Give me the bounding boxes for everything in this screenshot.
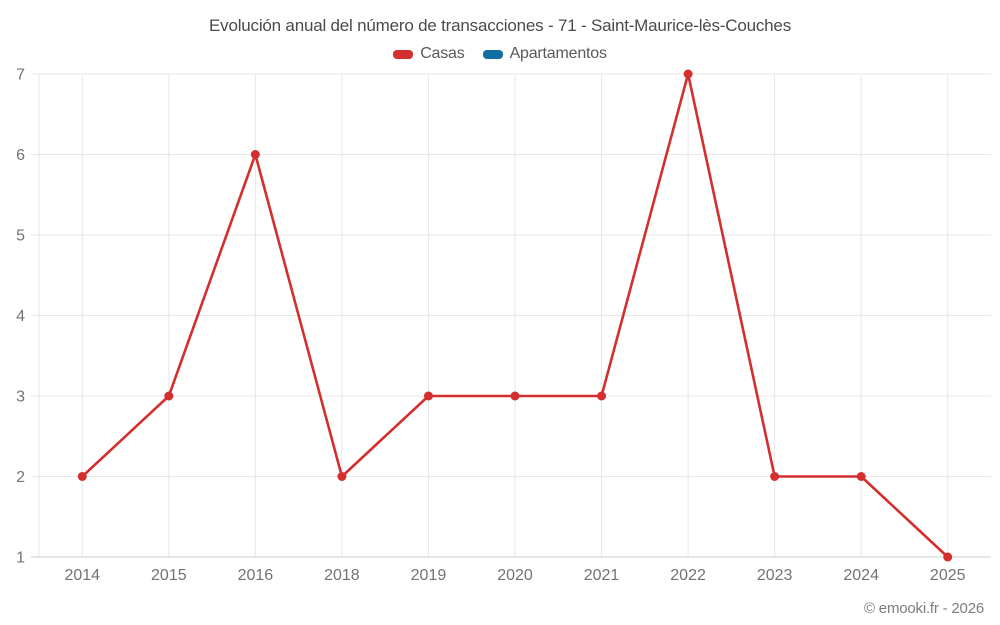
x-axis-tick-label: 2021 <box>584 567 620 584</box>
data-point[interactable] <box>423 391 433 401</box>
y-axis-tick-label: 2 <box>16 469 25 486</box>
data-point[interactable] <box>597 391 607 401</box>
legend-label: Casas <box>420 45 465 62</box>
legend-swatch-icon <box>482 49 503 59</box>
x-axis-tick-label: 2019 <box>411 567 447 584</box>
legend-item-casas[interactable]: Casas <box>393 45 465 63</box>
y-axis-tick-label: 4 <box>16 308 25 325</box>
x-axis-tick-label: 2018 <box>324 567 360 584</box>
data-point[interactable] <box>856 472 866 481</box>
data-point[interactable] <box>250 150 260 159</box>
data-point[interactable] <box>510 391 520 401</box>
legend-item-apartamentos[interactable]: Apartamentos <box>482 45 607 63</box>
x-axis-tick-label: 2022 <box>670 567 706 584</box>
legend-swatch-icon <box>393 49 414 59</box>
y-axis-tick-label: 5 <box>16 228 25 245</box>
legend-label: Apartamentos <box>509 45 607 62</box>
data-point[interactable] <box>77 472 87 481</box>
x-axis-tick-label: 2015 <box>151 567 187 584</box>
x-axis-tick-label: 2024 <box>843 567 879 584</box>
y-axis-tick-label: 6 <box>16 147 25 164</box>
footer-credit: © emooki.fr - 2026 <box>863 600 984 617</box>
data-point[interactable] <box>943 552 953 562</box>
y-axis-tick-label: 1 <box>16 550 25 567</box>
x-axis-tick-label: 2025 <box>930 567 966 584</box>
data-point[interactable] <box>770 472 780 481</box>
legend: Casas Apartamentos <box>0 45 1000 63</box>
y-axis-tick-label: 7 <box>16 67 25 84</box>
y-axis-tick-label: 3 <box>16 389 25 406</box>
x-axis-tick-label: 2023 <box>757 567 793 584</box>
data-point[interactable] <box>683 69 693 79</box>
chart-title: Evolución anual del número de transaccio… <box>209 16 791 35</box>
x-axis-tick-label: 2014 <box>64 567 100 584</box>
data-point[interactable] <box>337 472 347 481</box>
x-axis-tick-label: 2020 <box>497 567 533 584</box>
data-point[interactable] <box>164 391 174 401</box>
x-axis-tick-label: 2016 <box>238 567 274 584</box>
